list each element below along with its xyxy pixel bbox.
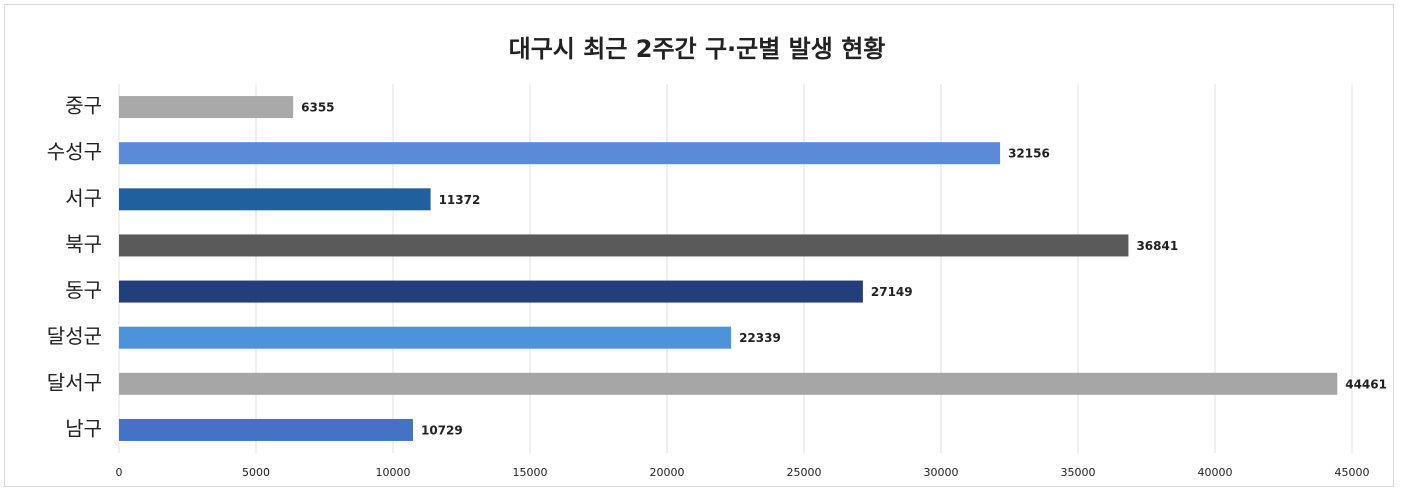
value-label: 36841	[1136, 239, 1178, 253]
chart-title: 대구시 최근 2주간 구·군별 발생 현황	[509, 35, 886, 63]
y-tick-label: 달서구	[47, 370, 102, 394]
x-tick-label: 45000	[1335, 466, 1370, 479]
x-tick-label: 5000	[242, 466, 270, 479]
bar	[119, 372, 1338, 395]
y-tick-label: 중구	[65, 94, 102, 118]
x-tick-label: 25000	[787, 466, 822, 479]
value-label: 6355	[301, 101, 334, 115]
bar	[119, 280, 863, 303]
y-tick-label: 달성군	[47, 324, 102, 348]
x-tick-label: 30000	[924, 466, 959, 479]
y-tick-label: 수성구	[47, 140, 102, 164]
value-label: 10729	[421, 423, 463, 437]
x-tick-label: 35000	[1061, 466, 1096, 479]
bar	[119, 142, 1001, 165]
bar	[119, 96, 294, 119]
x-tick-label: 0	[116, 466, 123, 479]
y-tick-label: 남구	[65, 416, 102, 440]
bar	[119, 326, 732, 349]
y-tick-label: 북구	[65, 232, 102, 256]
x-tick-label: 40000	[1198, 466, 1233, 479]
bar	[119, 234, 1129, 257]
y-tick-label: 동구	[65, 278, 102, 302]
value-label: 22339	[739, 331, 781, 345]
y-tick-label: 서구	[65, 186, 102, 210]
value-label: 11372	[439, 193, 481, 207]
value-label: 27149	[871, 285, 913, 299]
x-tick-label: 10000	[376, 466, 411, 479]
x-tick-label: 15000	[513, 466, 548, 479]
bar	[119, 418, 413, 441]
x-tick-label: 20000	[650, 466, 685, 479]
bar	[119, 188, 431, 211]
value-label: 32156	[1008, 147, 1050, 161]
value-label: 44461	[1345, 377, 1387, 391]
